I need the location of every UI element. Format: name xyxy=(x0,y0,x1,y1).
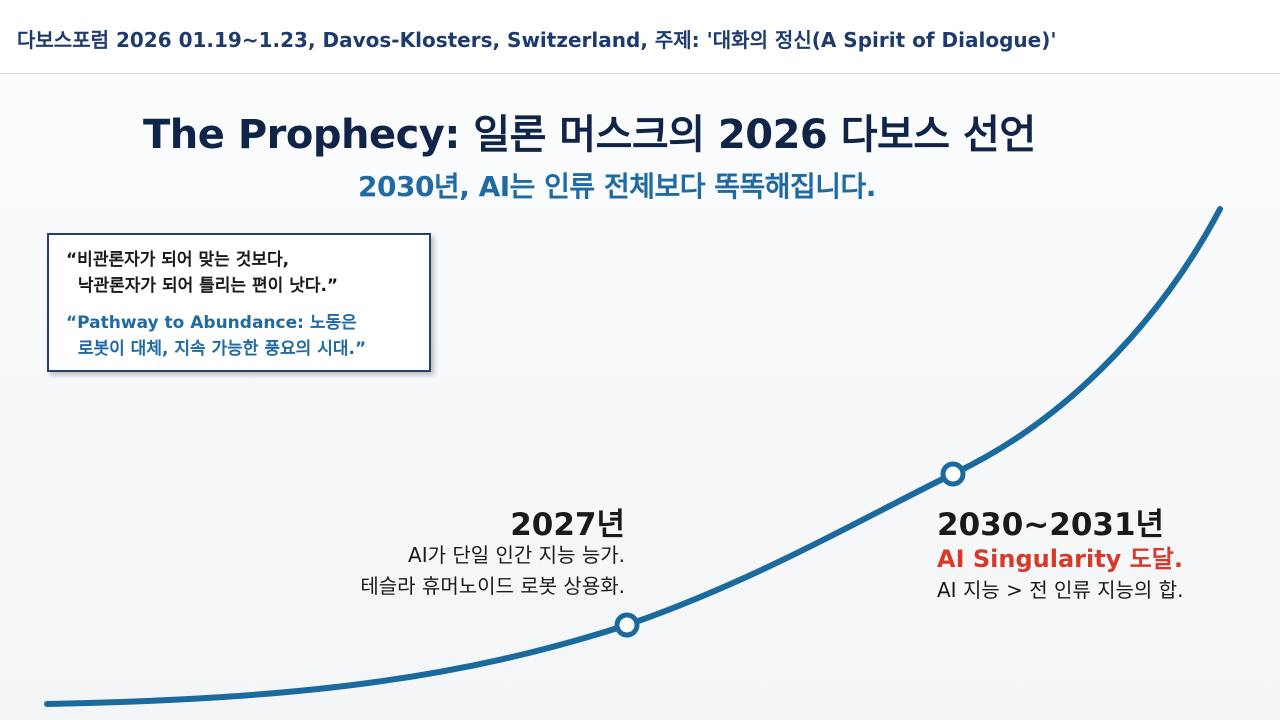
header-text: 다보스포럼 2026 01.19~1.23, Davos-Klosters, S… xyxy=(17,28,1057,52)
slide-title: The Prophecy: 일론 머스크의 2026 다보스 선언 xyxy=(143,112,1036,158)
header-bar: 다보스포럼 2026 01.19~1.23, Davos-Klosters, S… xyxy=(0,0,1280,74)
growth-curve-diagram xyxy=(44,206,1223,707)
slide-subtitle: 2030년, AI는 인류 전체보다 똑똑해집니다. xyxy=(358,170,876,203)
milestone-2030-year: 2030~2031년 xyxy=(937,507,1165,543)
milestone-2030-marker xyxy=(940,461,966,487)
quote-pessimist: “비관론자가 되어 맞는 것보다, 낙관론자가 되어 틀리는 편이 낫다.” xyxy=(66,250,339,296)
milestone-2027-marker xyxy=(614,612,640,638)
milestone-2030-highlight: AI Singularity 도달. xyxy=(937,545,1183,573)
milestone-2027-year: 2027년 xyxy=(510,507,625,543)
growth-curve xyxy=(44,206,1223,707)
slide: The Prophecy: 일론 머스크의 2026 다보스 선언 2030년,… xyxy=(0,74,1280,720)
milestone-2030-description: AI 지능 > 전 인류 지능의 합. xyxy=(937,578,1184,602)
milestone-2027-description: AI가 단일 인간 지능 능가. 테슬라 휴머노이드 로봇 상용화. xyxy=(360,543,625,598)
quote-abundance: “Pathway to Abundance: 노동은 로봇이 대체, 지속 가능… xyxy=(66,313,367,359)
quote-box: “비관론자가 되어 맞는 것보다, 낙관론자가 되어 틀리는 편이 낫다.” “… xyxy=(47,233,431,372)
